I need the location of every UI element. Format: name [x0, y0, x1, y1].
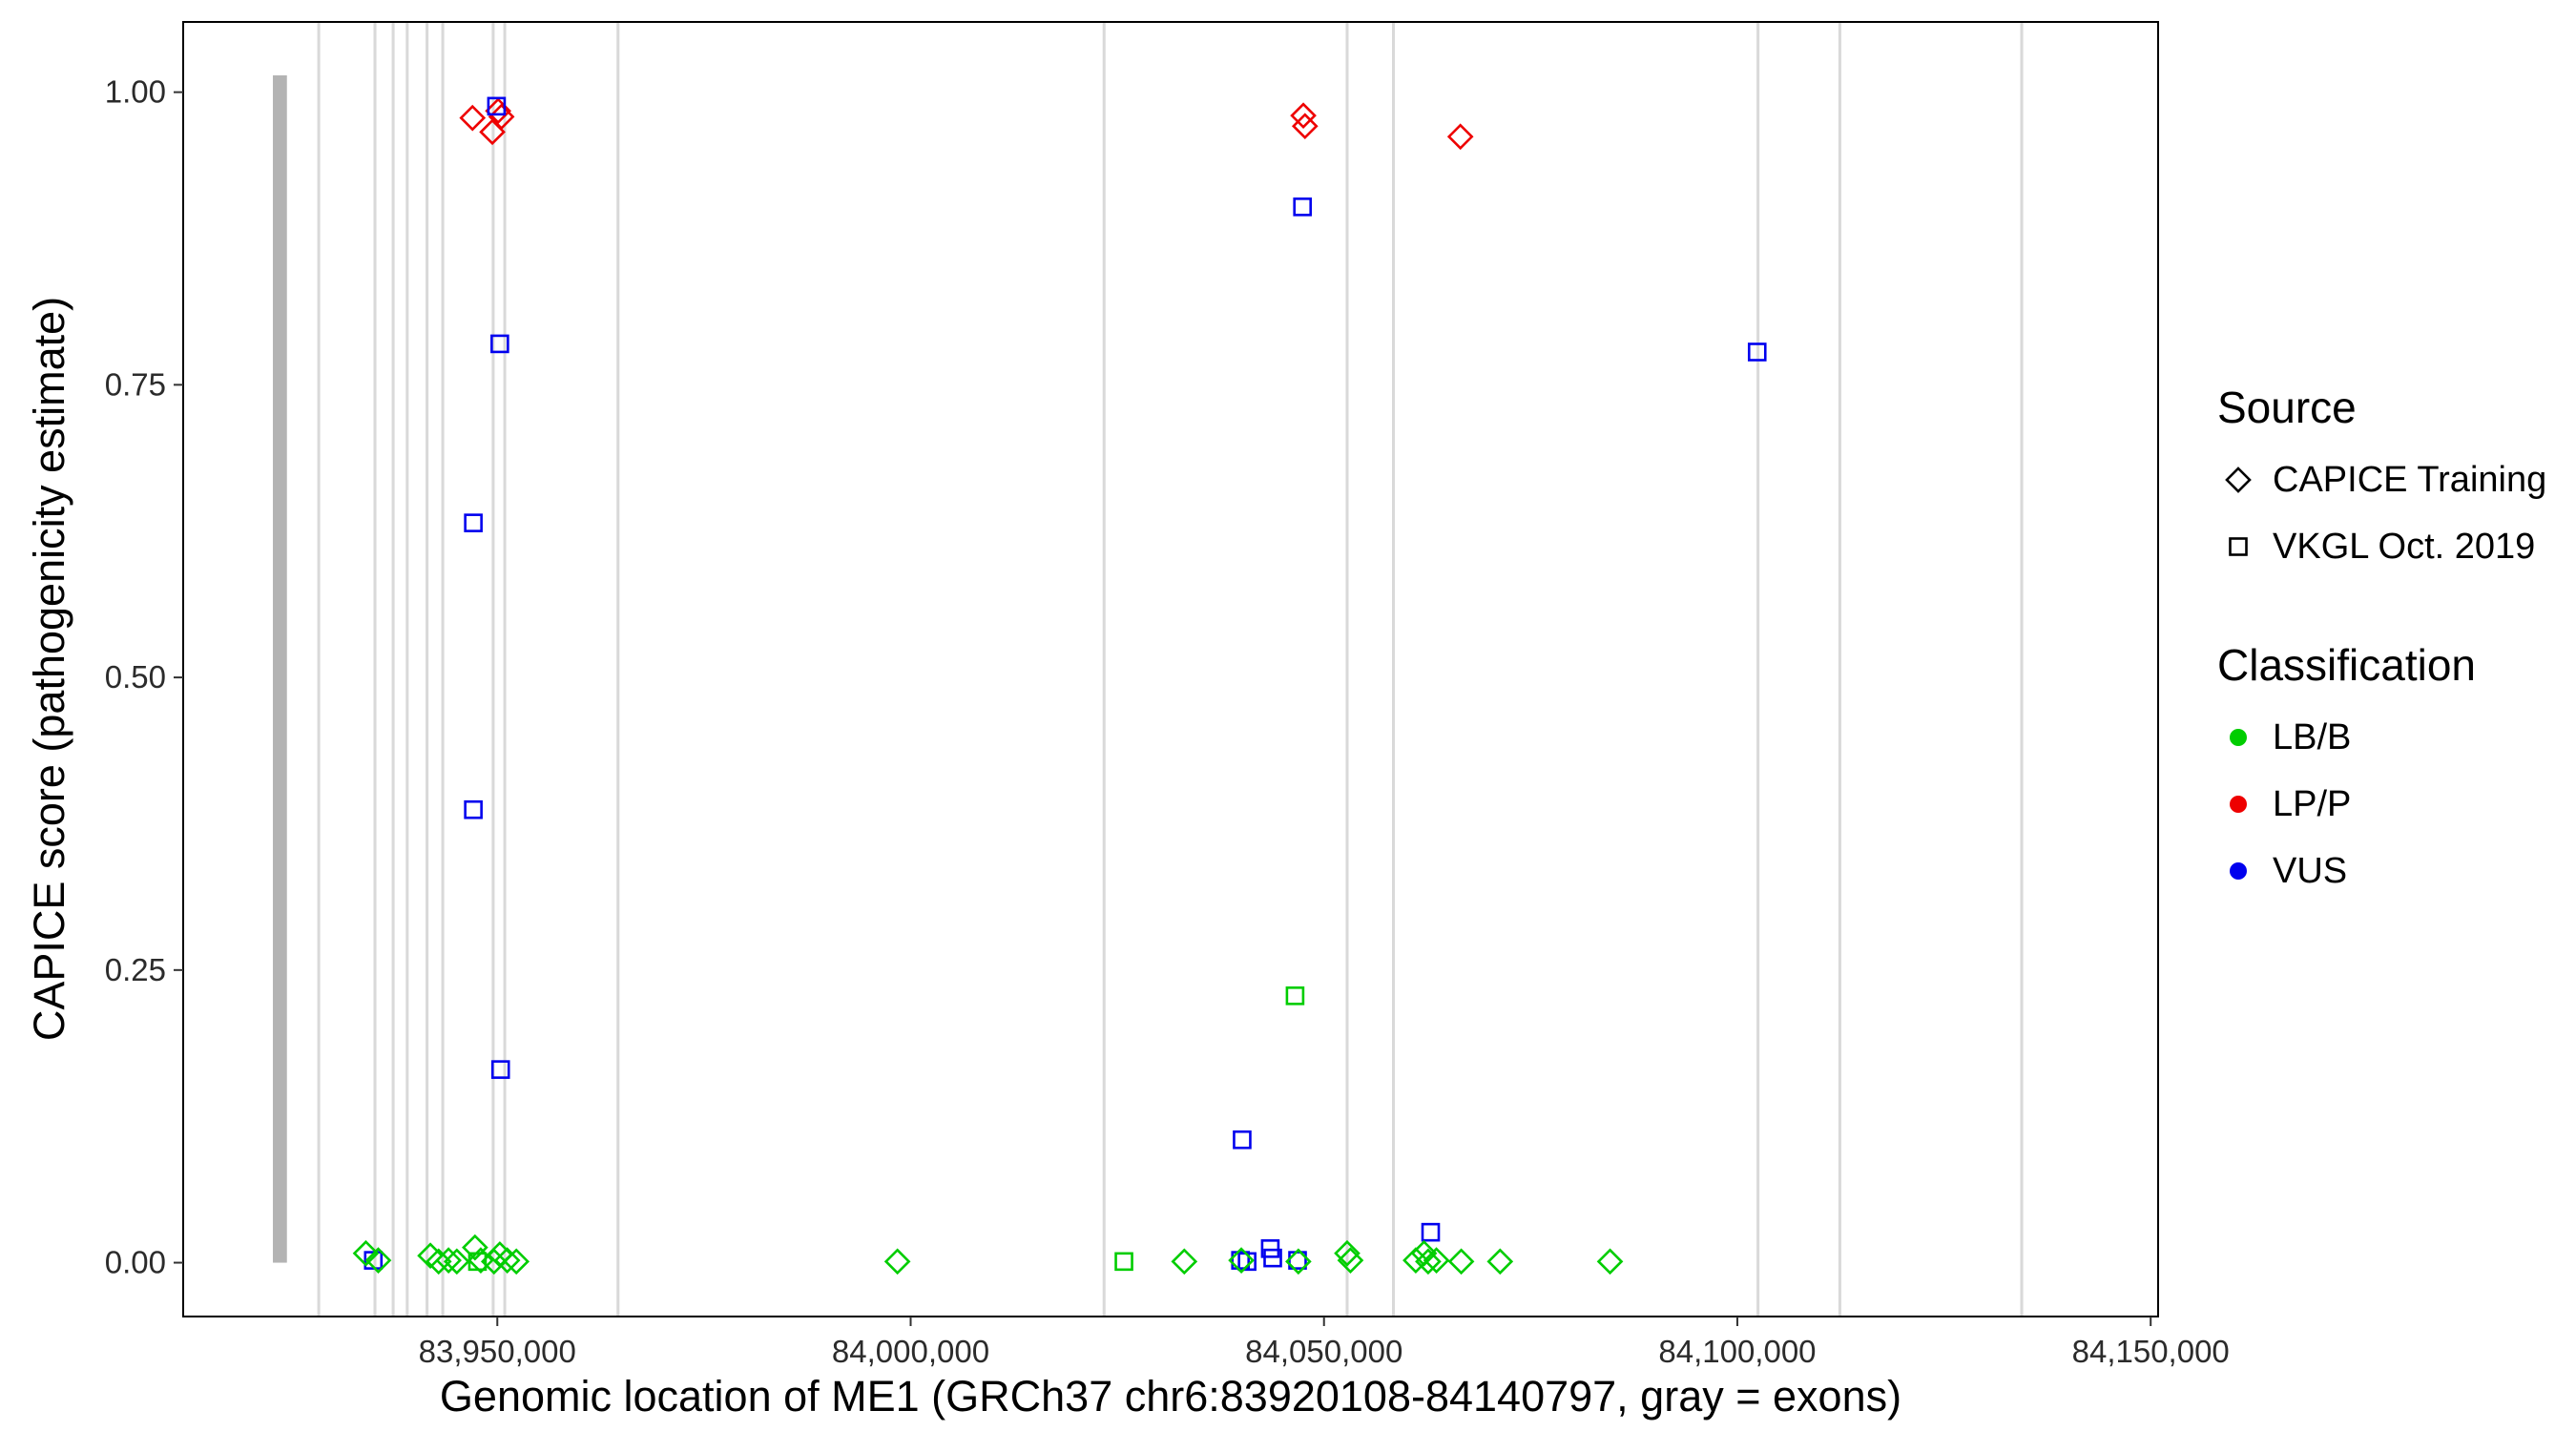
exon-marker — [373, 22, 377, 1317]
exon-marker — [2020, 22, 2024, 1317]
legend-item-lb-b: LB/B — [2217, 704, 2546, 771]
legend-item-vkgl-oct-2019-symbol-icon — [2229, 537, 2248, 556]
data-point-square — [1293, 197, 1313, 217]
data-point-diamond — [1447, 1248, 1475, 1275]
legend-classification: Classification LB/B LP/P VUS — [2217, 639, 2546, 904]
panel-border — [182, 21, 2159, 1317]
data-point-square — [1285, 986, 1305, 1006]
exon-marker — [391, 22, 395, 1317]
legend-item-capice-training-symbol-icon — [2225, 467, 2252, 493]
x-tick-label: 83,950,000 — [419, 1334, 576, 1369]
legend-classification-title: Classification — [2217, 640, 2476, 690]
data-point-square — [1747, 342, 1767, 362]
y-tick-label: 0.75 — [105, 366, 166, 402]
data-point-diamond — [1291, 113, 1319, 140]
data-point-square — [1260, 1239, 1280, 1258]
data-point-diamond — [480, 1248, 508, 1275]
data-point-square — [490, 1060, 510, 1079]
data-point-diamond — [435, 1247, 462, 1274]
data-point-diamond — [883, 1248, 911, 1275]
legend-source-title: Source — [2217, 383, 2357, 432]
data-point-diamond — [459, 104, 487, 132]
data-point-diamond — [1446, 123, 1474, 151]
x-axis-title: Genomic location of ME1 (GRCh37 chr6:839… — [439, 1372, 1902, 1421]
data-point-diamond — [1410, 1239, 1438, 1267]
exon-marker — [1391, 22, 1396, 1317]
exon-marker — [405, 22, 409, 1317]
legend-item-vkgl-oct-2019: VKGL Oct. 2019 — [2217, 513, 2546, 580]
exon-marker — [503, 22, 507, 1317]
data-point-square — [1233, 1130, 1252, 1150]
data-point-square — [1263, 1248, 1282, 1268]
y-tick-label: 0.25 — [105, 952, 166, 987]
data-point-diamond — [352, 1239, 380, 1267]
data-point-diamond — [1337, 1247, 1364, 1274]
exon-marker — [616, 22, 620, 1317]
data-point-diamond — [1423, 1247, 1450, 1274]
legend-item-vkgl-oct-2019-label: VKGL Oct. 2019 — [2273, 526, 2536, 567]
y-tick-label: 0.50 — [105, 659, 166, 695]
data-point-square — [487, 96, 507, 116]
data-point-diamond — [425, 1248, 452, 1275]
data-point-diamond — [1171, 1248, 1198, 1275]
x-tick-label: 84,050,000 — [1245, 1334, 1402, 1369]
legend-item-capice-training-label: CAPICE Training — [2273, 459, 2547, 500]
legend-item-vus-label: VUS — [2273, 850, 2348, 891]
data-point-diamond — [503, 1248, 530, 1275]
data-point-diamond — [1285, 1248, 1312, 1275]
data-point-diamond — [462, 1234, 488, 1261]
exon-marker — [1345, 22, 1349, 1317]
y-tick-label: 1.00 — [105, 74, 166, 110]
legend-item-lb-b-symbol-icon — [2230, 729, 2247, 746]
x-tick-label: 84,000,000 — [832, 1334, 989, 1369]
exon-marker — [273, 75, 287, 1263]
data-point-diamond — [1334, 1239, 1361, 1267]
y-axis-title: CAPICE score (pathogenicity estimate) — [25, 296, 73, 1042]
data-point-diamond — [1415, 1248, 1442, 1275]
x-tick-label: 84,150,000 — [2072, 1334, 2230, 1369]
exon-marker — [1102, 22, 1106, 1317]
data-point-diamond — [1486, 1248, 1514, 1275]
legend-source-items: CAPICE Training VKGL Oct. 2019 — [2217, 446, 2546, 580]
legend-item-vus-symbol-icon — [2230, 862, 2247, 880]
data-point-diamond — [488, 103, 515, 131]
data-point-square — [464, 799, 483, 819]
legend-classification-items: LB/B LP/P VUS — [2217, 704, 2546, 904]
exon-marker — [1756, 22, 1760, 1317]
exon-marker — [1838, 22, 1841, 1317]
legend-item-vus: VUS — [2217, 838, 2546, 904]
legend-item-lp-p-symbol-icon — [2230, 796, 2247, 813]
data-point-diamond — [1290, 102, 1317, 129]
legend-item-lb-b-label: LB/B — [2273, 716, 2352, 757]
data-point-square — [490, 334, 509, 354]
data-point-square — [1114, 1252, 1133, 1272]
x-tick-label: 84,100,000 — [1658, 1334, 1816, 1369]
data-point-diamond — [443, 1248, 470, 1275]
data-point-diamond — [364, 1247, 392, 1274]
exon-marker — [441, 22, 445, 1317]
legend: Source CAPICE Training VKGL Oct. 2019 Cla… — [2217, 382, 2546, 904]
legend-source: Source CAPICE Training VKGL Oct. 2019 — [2217, 382, 2546, 580]
data-point-square — [1421, 1222, 1441, 1242]
exon-marker — [317, 22, 321, 1317]
legend-item-capice-training: CAPICE Training — [2217, 446, 2546, 513]
exon-marker — [491, 22, 495, 1317]
legend-item-lp-p: LP/P — [2217, 771, 2546, 838]
data-point-diamond — [493, 1247, 521, 1274]
data-point-diamond — [1596, 1248, 1624, 1275]
data-point-diamond — [1228, 1247, 1255, 1274]
data-point-square — [464, 513, 483, 532]
legend-item-lp-p-label: LP/P — [2273, 783, 2352, 824]
y-tick-label: 0.00 — [105, 1245, 166, 1280]
exon-marker — [426, 22, 429, 1317]
